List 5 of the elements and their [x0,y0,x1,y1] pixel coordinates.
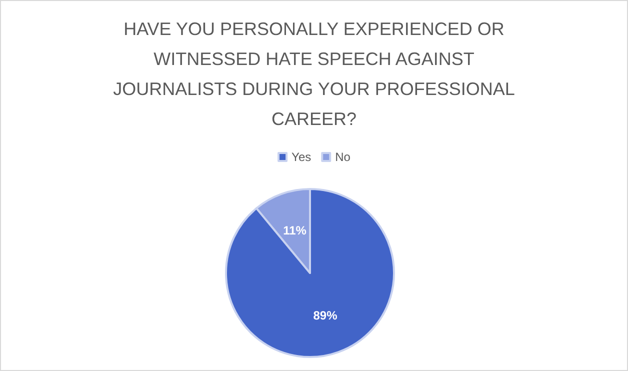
data-label: 89% [313,308,338,322]
chart-title: HAVE YOU PERSONALLY EXPERIENCED OR WITNESSED HATE SPEECH AGAINST JOURNALISTS DURING YOUR PROFESSIONAL CAREER? [113,19,515,129]
legend-label: Yes [292,150,312,164]
legend-label: No [335,150,351,164]
data-label: 11% [283,224,307,238]
